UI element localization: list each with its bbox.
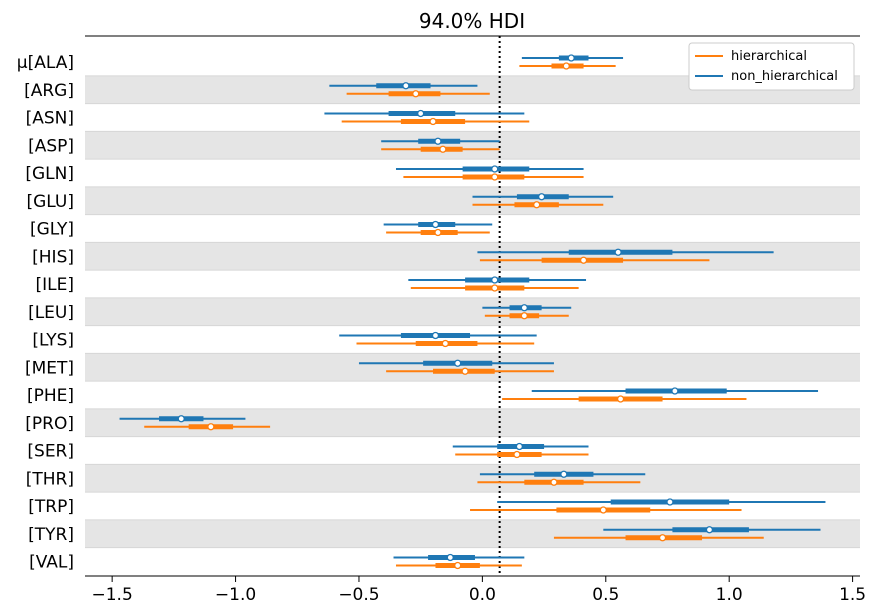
row-band	[85, 353, 860, 382]
mean-point	[550, 478, 558, 486]
row-band	[85, 519, 860, 548]
row-band	[85, 186, 860, 215]
y-tick-label: [GLN]	[25, 164, 74, 184]
row-band	[85, 242, 860, 271]
mean-point	[491, 284, 499, 292]
y-tick-label: [ARG]	[24, 81, 74, 101]
mean-point	[520, 312, 528, 320]
y-tick-label: [LYS]	[32, 331, 74, 351]
y-tick-label: [ASN]	[26, 109, 74, 129]
mean-point	[671, 387, 679, 395]
row-bands	[85, 75, 860, 549]
x-tick-label: 1.5	[839, 585, 866, 605]
y-tick-label: [TRP]	[28, 497, 74, 517]
y-tick-label: [SER]	[27, 442, 74, 462]
legend-label-non-hierarchical: non_hierarchical	[731, 69, 838, 84]
y-tick-label: [PRO]	[25, 414, 74, 434]
mean-point	[491, 173, 499, 181]
mean-point	[616, 395, 625, 403]
mean-point	[513, 450, 521, 459]
mean-point	[567, 54, 575, 62]
mean-point	[446, 553, 454, 562]
mean-point	[402, 82, 410, 90]
mean-point	[533, 201, 541, 209]
mean-point	[666, 498, 674, 506]
mean-point	[441, 339, 450, 348]
y-tick-label: [MET]	[25, 358, 74, 378]
x-tick-label: −1.0	[215, 585, 256, 605]
y-tick-label: [ILE]	[36, 275, 75, 295]
mean-point	[454, 561, 462, 570]
interval-marks	[119, 54, 826, 570]
mean-point	[177, 415, 185, 423]
mean-point	[431, 220, 440, 229]
y-tick-label: [ASP]	[28, 136, 74, 156]
mean-point	[491, 165, 499, 173]
y-tick-label: [HIS]	[32, 247, 74, 267]
mean-point	[431, 331, 440, 340]
y-tick-label: μ[ALA]	[17, 53, 74, 73]
row-band	[85, 297, 860, 326]
y-tick-label: [GLY]	[30, 220, 74, 240]
legend-label-hierarchical: hierarchical	[731, 49, 807, 64]
y-tick-label: [VAL]	[29, 553, 74, 573]
row-band	[85, 131, 860, 160]
y-tick-label: [TYR]	[28, 525, 74, 545]
y-tick-label: [LEU]	[28, 303, 74, 323]
mean-point	[515, 442, 524, 451]
x-tick-label: −0.5	[338, 585, 379, 605]
legend: hierarchical non_hierarchical	[688, 42, 855, 91]
mean-point	[579, 256, 588, 264]
mean-point	[207, 423, 215, 431]
mean-point	[454, 359, 462, 367]
x-tick-label: 0.5	[592, 585, 619, 605]
mean-point	[614, 248, 622, 256]
y-tick-label: [THR]	[26, 469, 74, 489]
row-band	[85, 464, 860, 493]
chart-title: 94.0% HDI	[419, 9, 525, 33]
mean-point	[562, 62, 570, 70]
mean-point	[434, 228, 442, 237]
mean-point	[434, 137, 442, 145]
mean-point	[705, 526, 714, 534]
mean-point	[412, 90, 420, 98]
mean-point	[658, 534, 667, 542]
x-tick-label: 0.0	[469, 585, 496, 605]
legend-frame	[688, 42, 855, 91]
x-tick-label: 1.0	[716, 585, 743, 605]
mean-point	[429, 117, 437, 126]
mean-point	[461, 367, 469, 375]
y-tick-label: [PHE]	[27, 386, 74, 406]
y-tick-label: [GLU]	[26, 192, 74, 212]
y-axis-labels: μ[ALA] [ARG] [ASN] [ASP] [GLN] [GLU] [GLY] [HIS…	[17, 53, 74, 573]
x-axis: −1.5 −1.0 −0.5 0.0 0.5 1.0 1.5	[92, 576, 866, 605]
mean-point	[491, 276, 499, 284]
mean-point	[417, 109, 425, 118]
mean-point	[439, 145, 447, 153]
x-tick-label: −1.5	[92, 585, 133, 605]
mean-point	[599, 506, 607, 514]
mean-point	[520, 304, 528, 312]
mean-point	[560, 470, 568, 478]
mean-point	[537, 193, 546, 201]
row-band	[85, 408, 860, 437]
